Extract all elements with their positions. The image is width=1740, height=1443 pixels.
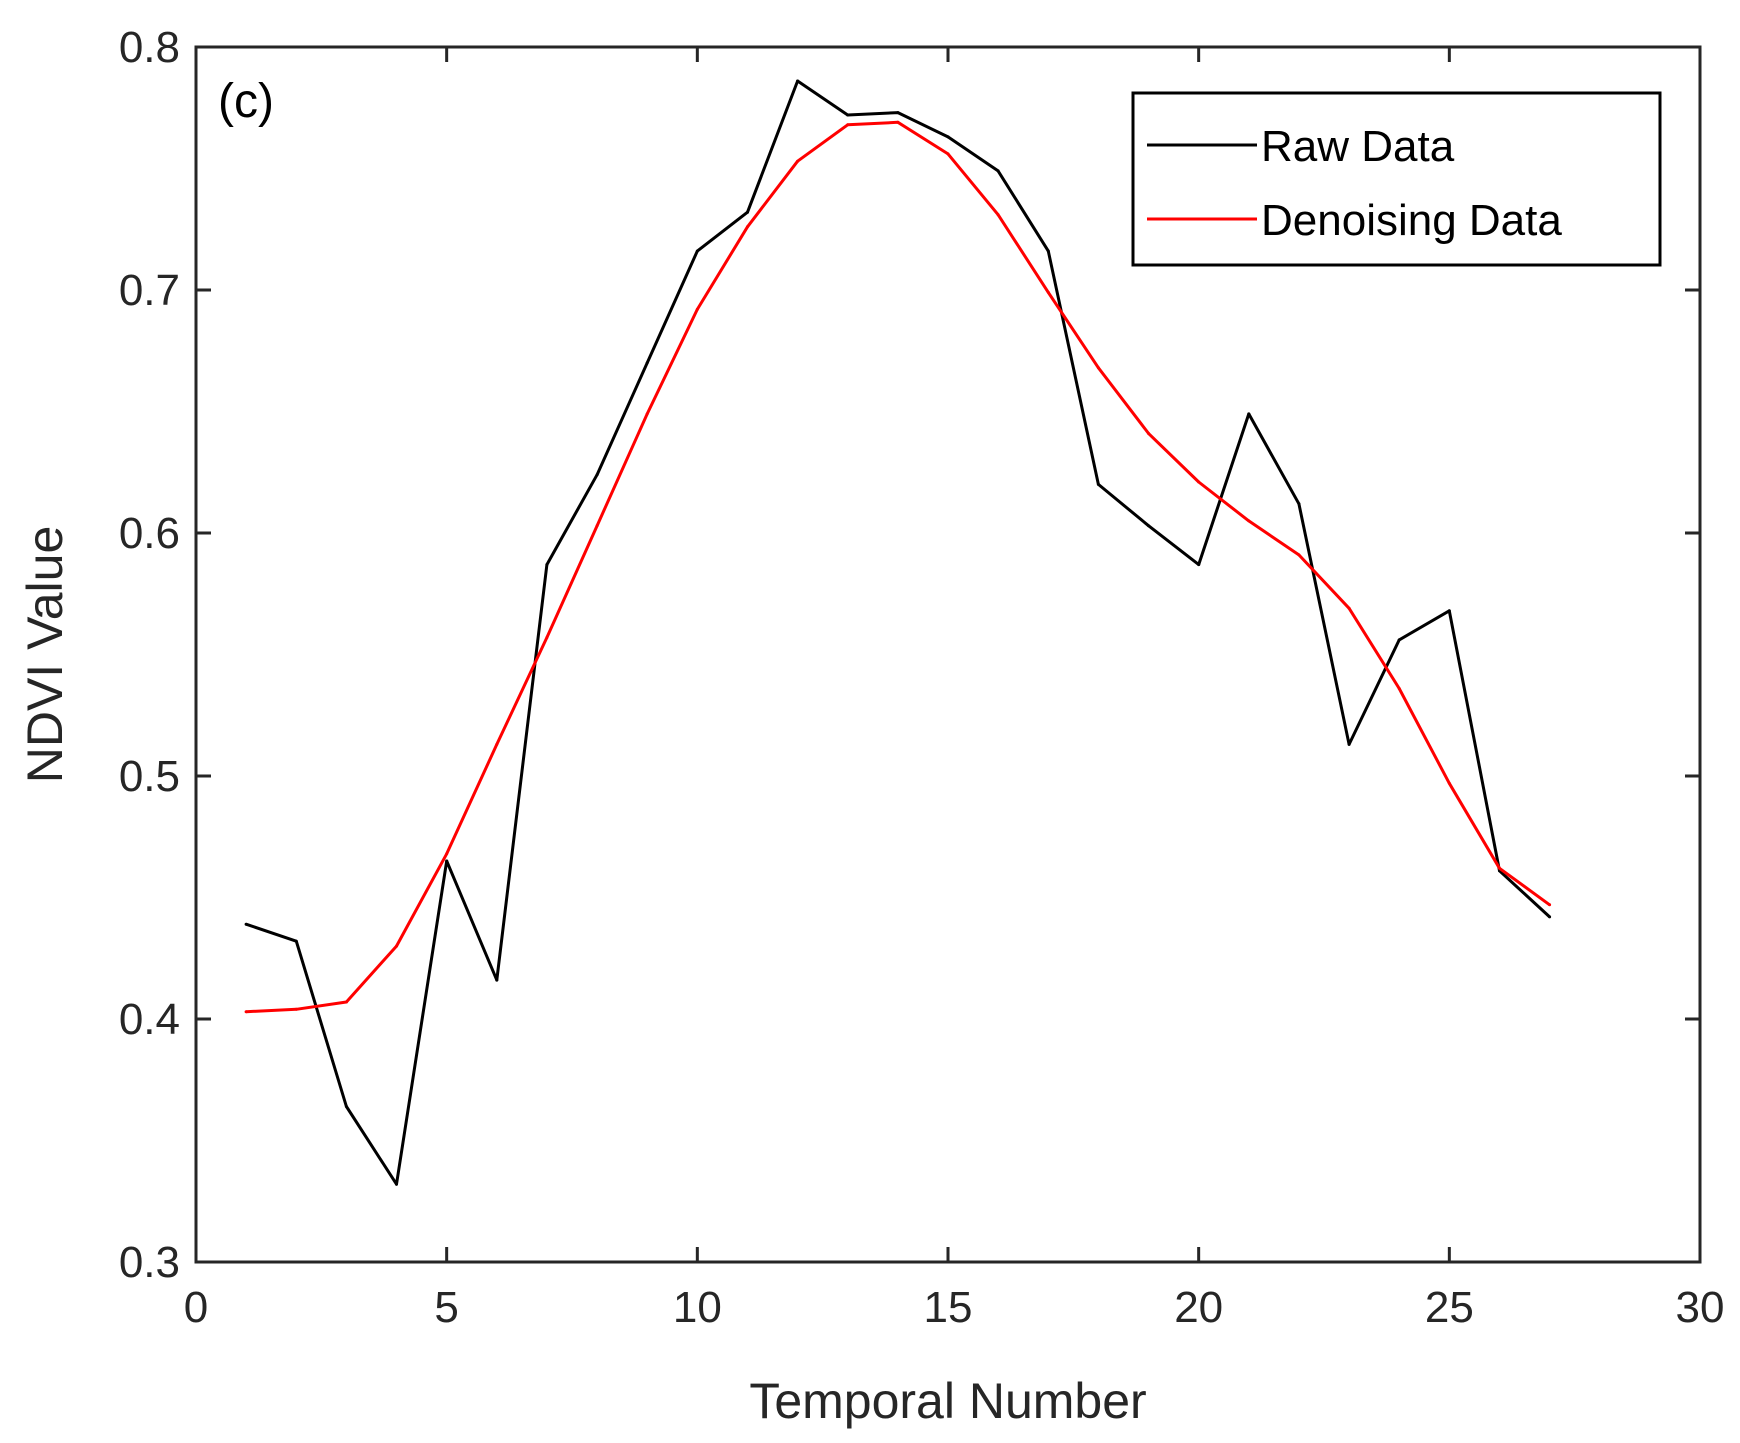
legend: Raw Data Denoising Data (1131, 91, 1662, 267)
y-tick-label: 0.7 (119, 266, 180, 315)
data-point-raw-data (645, 361, 649, 365)
data-point-denoising-data (996, 213, 1000, 217)
data-point-raw-data (996, 169, 1000, 173)
data-point-denoising-data (595, 524, 599, 528)
y-tick-label: 0.8 (119, 23, 180, 72)
x-tick-label: 30 (1676, 1283, 1725, 1332)
legend-label-raw-data: Raw Data (1261, 122, 1455, 171)
y-tick-label: 0.5 (119, 752, 180, 801)
data-point-raw-data (896, 111, 900, 115)
data-point-denoising-data (1096, 366, 1100, 370)
data-point-raw-data (445, 859, 449, 863)
data-point-denoising-data (1347, 606, 1351, 610)
x-tick-label: 15 (924, 1283, 973, 1332)
data-point-denoising-data (1498, 866, 1501, 870)
x-axis-title: Temporal Number (749, 1373, 1146, 1429)
data-point-denoising-data (445, 852, 449, 856)
x-tick-label: 20 (1174, 1283, 1223, 1332)
data-point-denoising-data (1447, 781, 1451, 785)
data-point-raw-data (395, 1182, 398, 1186)
data-point-denoising-data (846, 123, 850, 127)
y-tick-label: 0.4 (119, 995, 180, 1044)
data-point-raw-data (1147, 524, 1150, 528)
data-point-denoising-data (1046, 290, 1050, 294)
data-point-raw-data (495, 978, 499, 982)
x-tick-label: 0 (184, 1283, 208, 1332)
data-point-raw-data (1096, 482, 1100, 486)
data-point-denoising-data (545, 636, 549, 639)
data-point-raw-data (294, 939, 298, 943)
data-point-denoising-data (395, 944, 398, 948)
data-point-raw-data (846, 113, 850, 117)
data-point-raw-data (946, 135, 950, 139)
data-point-raw-data (695, 249, 699, 253)
plot-area-frame (194, 45, 1702, 1264)
data-point-raw-data (1548, 915, 1552, 919)
data-point-denoising-data (1397, 687, 1401, 690)
data-point-raw-data (746, 210, 749, 214)
x-tick-label: 25 (1425, 1283, 1474, 1332)
data-point-denoising-data (746, 225, 749, 229)
data-point-raw-data (595, 473, 599, 477)
data-point-denoising-data (1247, 519, 1251, 523)
data-point-denoising-data (1197, 480, 1201, 484)
y-tick-label: 0.3 (119, 1238, 180, 1287)
panel-label: (c) (218, 75, 274, 128)
data-point-denoising-data (244, 1010, 248, 1014)
data-point-denoising-data (796, 159, 800, 163)
data-point-raw-data (244, 922, 248, 926)
legend-label-denoising-data: Denoising Data (1261, 196, 1562, 245)
data-point-raw-data (545, 563, 549, 567)
data-point-denoising-data (1297, 553, 1301, 557)
x-tick-label: 5 (434, 1283, 458, 1332)
data-point-raw-data (1046, 249, 1050, 253)
x-tick-label: 10 (673, 1283, 722, 1332)
data-point-denoising-data (695, 307, 699, 311)
legend-box (1131, 91, 1662, 267)
data-point-denoising-data (645, 412, 649, 416)
data-point-denoising-data (294, 1007, 298, 1011)
data-point-raw-data (1447, 609, 1451, 613)
data-point-raw-data (1347, 742, 1351, 746)
data-point-denoising-data (896, 120, 900, 124)
data-point-denoising-data (344, 1000, 348, 1004)
data-point-raw-data (796, 79, 800, 83)
data-point-raw-data (1297, 502, 1301, 506)
data-point-raw-data (1397, 638, 1401, 642)
data-point-denoising-data (1147, 431, 1150, 435)
data-point-raw-data (1247, 412, 1251, 416)
tick-labels: 0 5 10 15 20 25 30 0.3 0.4 0.5 0.6 0.7 0.8 (119, 23, 1725, 1332)
data-point-denoising-data (946, 152, 950, 156)
data-point-raw-data (1197, 563, 1201, 567)
data-point-raw-data (344, 1105, 348, 1108)
data-point-denoising-data (495, 742, 499, 746)
y-axis-title: NDVI Value (17, 526, 73, 784)
data-point-denoising-data (1548, 903, 1552, 907)
y-tick-label: 0.6 (119, 509, 180, 558)
series-layer (244, 79, 1552, 1186)
